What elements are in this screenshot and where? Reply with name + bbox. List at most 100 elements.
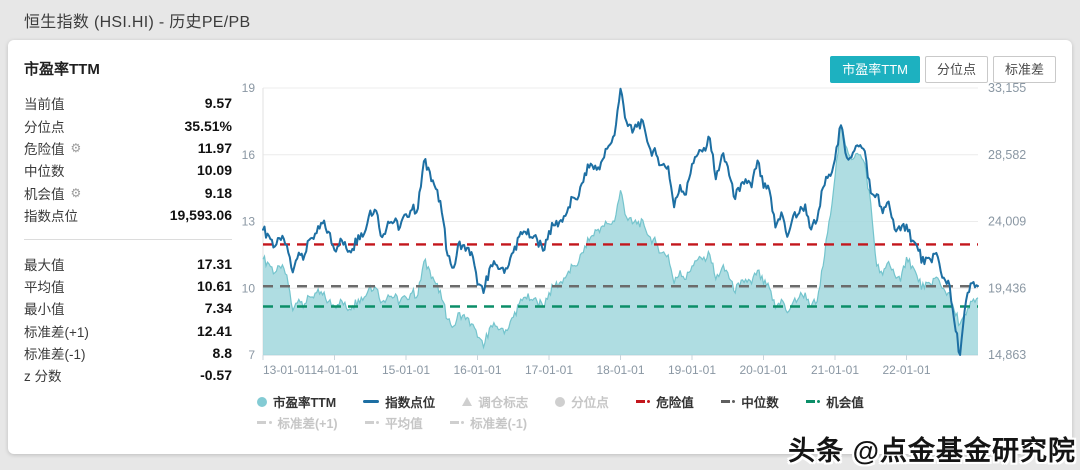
legend-label: 标准差(+1)	[277, 417, 338, 431]
svg-text:22-01-01: 22-01-01	[882, 363, 930, 377]
dashdot-marker-icon	[257, 421, 272, 424]
card-header: 市盈率TTM	[24, 61, 100, 78]
svg-text:10: 10	[242, 281, 256, 295]
stat-value: 9.57	[204, 95, 232, 112]
legend-label: 平均值	[385, 417, 423, 431]
page-title: 恒生指数 (HSI.HI) - 历史PE/PB	[24, 14, 251, 31]
svg-text:20-01-01: 20-01-01	[739, 363, 787, 377]
legend-label: 危险值	[656, 396, 694, 410]
stat-row: 中位数 10.09	[24, 159, 232, 181]
dashdot-marker-icon	[805, 400, 821, 403]
svg-text:18-01-01: 18-01-01	[596, 363, 644, 377]
toggle-button-1[interactable]: 分位点	[924, 56, 988, 83]
stat-value: 19,593.06	[169, 207, 232, 224]
legend-label: 调仓标志	[478, 396, 529, 410]
legend-label: 市盈率TTM	[273, 396, 337, 410]
stat-label: 危险值 ⚙	[24, 140, 82, 157]
svg-text:16: 16	[242, 148, 256, 162]
legend-label: 机会值	[826, 396, 864, 410]
stat-label: 当前值	[24, 97, 65, 113]
dashdot-marker-icon	[364, 421, 380, 424]
svg-text:14-01-01: 14-01-01	[310, 363, 358, 377]
stat-row: 标准差(+1) 12.41	[24, 320, 232, 342]
toggle-button-0[interactable]: 市盈率TTM	[830, 56, 920, 83]
legend-label: 中位数	[741, 396, 779, 410]
legend-item-8[interactable]: 平均值	[364, 413, 423, 432]
stat-value: 8.8	[212, 345, 232, 362]
stats-primary-list: 当前值 9.57 分位点 35.51% 危险值 ⚙ 11.97 中位数 10.09 机会值 ⚙ 9.1…	[24, 92, 232, 226]
stat-row: 当前值 9.57	[24, 92, 232, 114]
legend-label: 分位点	[571, 396, 609, 410]
stat-value: 9.18	[204, 184, 232, 201]
legend-item-3[interactable]: 分位点	[555, 392, 609, 411]
stat-value: 35.51%	[184, 117, 232, 134]
svg-text:28,582: 28,582	[988, 148, 1026, 162]
chart-legend-row-1: 市盈率TTM 指数点位 调仓标志 分位点 危险值 中位数 机会值	[257, 392, 864, 411]
dashdot-marker-icon	[449, 421, 465, 424]
dashdot-marker-icon	[635, 400, 651, 403]
stat-label: 标准差(+1)	[24, 324, 89, 340]
legend-item-6[interactable]: 机会值	[805, 392, 864, 411]
legend-label: 指数点位	[385, 396, 436, 410]
legend-item-5[interactable]: 中位数	[720, 392, 779, 411]
legend-item-2[interactable]: 调仓标志	[462, 392, 528, 411]
stats-secondary-list: 最大值 17.31 平均值 10.61 最小值 7.34 标准差(+1) 12.41 标准差(-…	[24, 252, 232, 386]
stat-label: 指数点位	[24, 209, 78, 225]
stat-row: 最小值 7.34	[24, 297, 232, 319]
stat-value: -0.57	[200, 367, 232, 384]
stat-value: 7.34	[204, 300, 232, 317]
svg-text:17-01-01: 17-01-01	[525, 363, 573, 377]
svg-text:13: 13	[242, 215, 256, 229]
circle-marker-icon	[257, 396, 267, 407]
triangle-marker-icon	[462, 397, 473, 406]
stat-label: 标准差(-1)	[24, 347, 86, 363]
stat-label: 机会值 ⚙	[24, 185, 82, 202]
stat-value: 10.61	[196, 277, 232, 294]
stat-row: 机会值 ⚙ 9.18	[24, 182, 232, 204]
stat-label: 中位数	[24, 164, 65, 180]
chart-canvas[interactable]: 7 14,863 10 19,436 13 24,009 16 28,582 19 33,155 1…	[213, 76, 1073, 388]
toggle-button-2[interactable]: 标准差	[992, 56, 1056, 83]
stat-row: 危险值 ⚙ 11.97	[24, 137, 232, 159]
circle-marker-icon	[555, 396, 566, 407]
legend-item-0[interactable]: 市盈率TTM	[257, 392, 336, 411]
stat-value: 17.31	[196, 255, 232, 272]
gear-icon[interactable]: ⚙	[70, 185, 82, 200]
metric-toggle-group: 市盈率TTM 分位点 标准差	[830, 56, 1056, 83]
line-marker-icon	[363, 400, 380, 403]
pe-pb-card: 市盈率TTM 市盈率TTM 分位点 标准差 当前值 9.57 分位点 35.51% 危险值 ⚙…	[8, 40, 1072, 454]
svg-text:14,863: 14,863	[988, 348, 1026, 362]
stat-label: 最小值	[24, 302, 65, 318]
svg-text:24,009: 24,009	[988, 215, 1026, 229]
legend-item-7[interactable]: 标准差(+1)	[257, 413, 338, 432]
legend-item-9[interactable]: 标准差(-1)	[449, 413, 528, 432]
stat-value: 12.41	[196, 322, 232, 339]
stat-label: z 分数	[24, 369, 62, 385]
stat-label: 最大值	[24, 257, 65, 273]
legend-item-4[interactable]: 危险值	[635, 392, 694, 411]
stat-row: 平均值 10.61	[24, 275, 232, 297]
legend-label: 标准差(-1)	[470, 417, 528, 431]
watermark: 头条 @点金基金研究院	[788, 436, 1076, 466]
stat-label: 分位点	[24, 119, 65, 135]
stat-row: 标准差(-1) 8.8	[24, 342, 232, 364]
stat-row: 分位点 35.51%	[24, 114, 232, 136]
stat-row: 指数点位 19,593.06	[24, 204, 232, 226]
svg-text:16-01-01: 16-01-01	[453, 363, 501, 377]
svg-text:15-01-01: 15-01-01	[382, 363, 430, 377]
svg-text:19: 19	[242, 81, 256, 95]
stat-value: 10.09	[196, 162, 232, 179]
chart-legend-row-2: 标准差(+1) 平均值 标准差(-1)	[257, 413, 527, 432]
legend-item-1[interactable]: 指数点位	[363, 392, 435, 411]
stats-panel: 当前值 9.57 分位点 35.51% 危险值 ⚙ 11.97 中位数 10.09 机会值 ⚙ 9.1…	[24, 92, 232, 387]
svg-text:19-01-01: 19-01-01	[668, 363, 716, 377]
stat-row: 最大值 17.31	[24, 252, 232, 274]
stats-divider	[24, 239, 232, 241]
svg-text:19,436: 19,436	[988, 281, 1026, 295]
gear-icon[interactable]: ⚙	[70, 140, 82, 155]
svg-text:21-01-01: 21-01-01	[811, 363, 859, 377]
stat-value: 11.97	[197, 139, 232, 156]
stat-row: z 分数 -0.57	[24, 364, 232, 386]
svg-text:13-01-01: 13-01-01	[263, 363, 311, 377]
pe-chart[interactable]: 7 14,863 10 19,436 13 24,009 16 28,582 19 33,155 1…	[213, 76, 1073, 388]
